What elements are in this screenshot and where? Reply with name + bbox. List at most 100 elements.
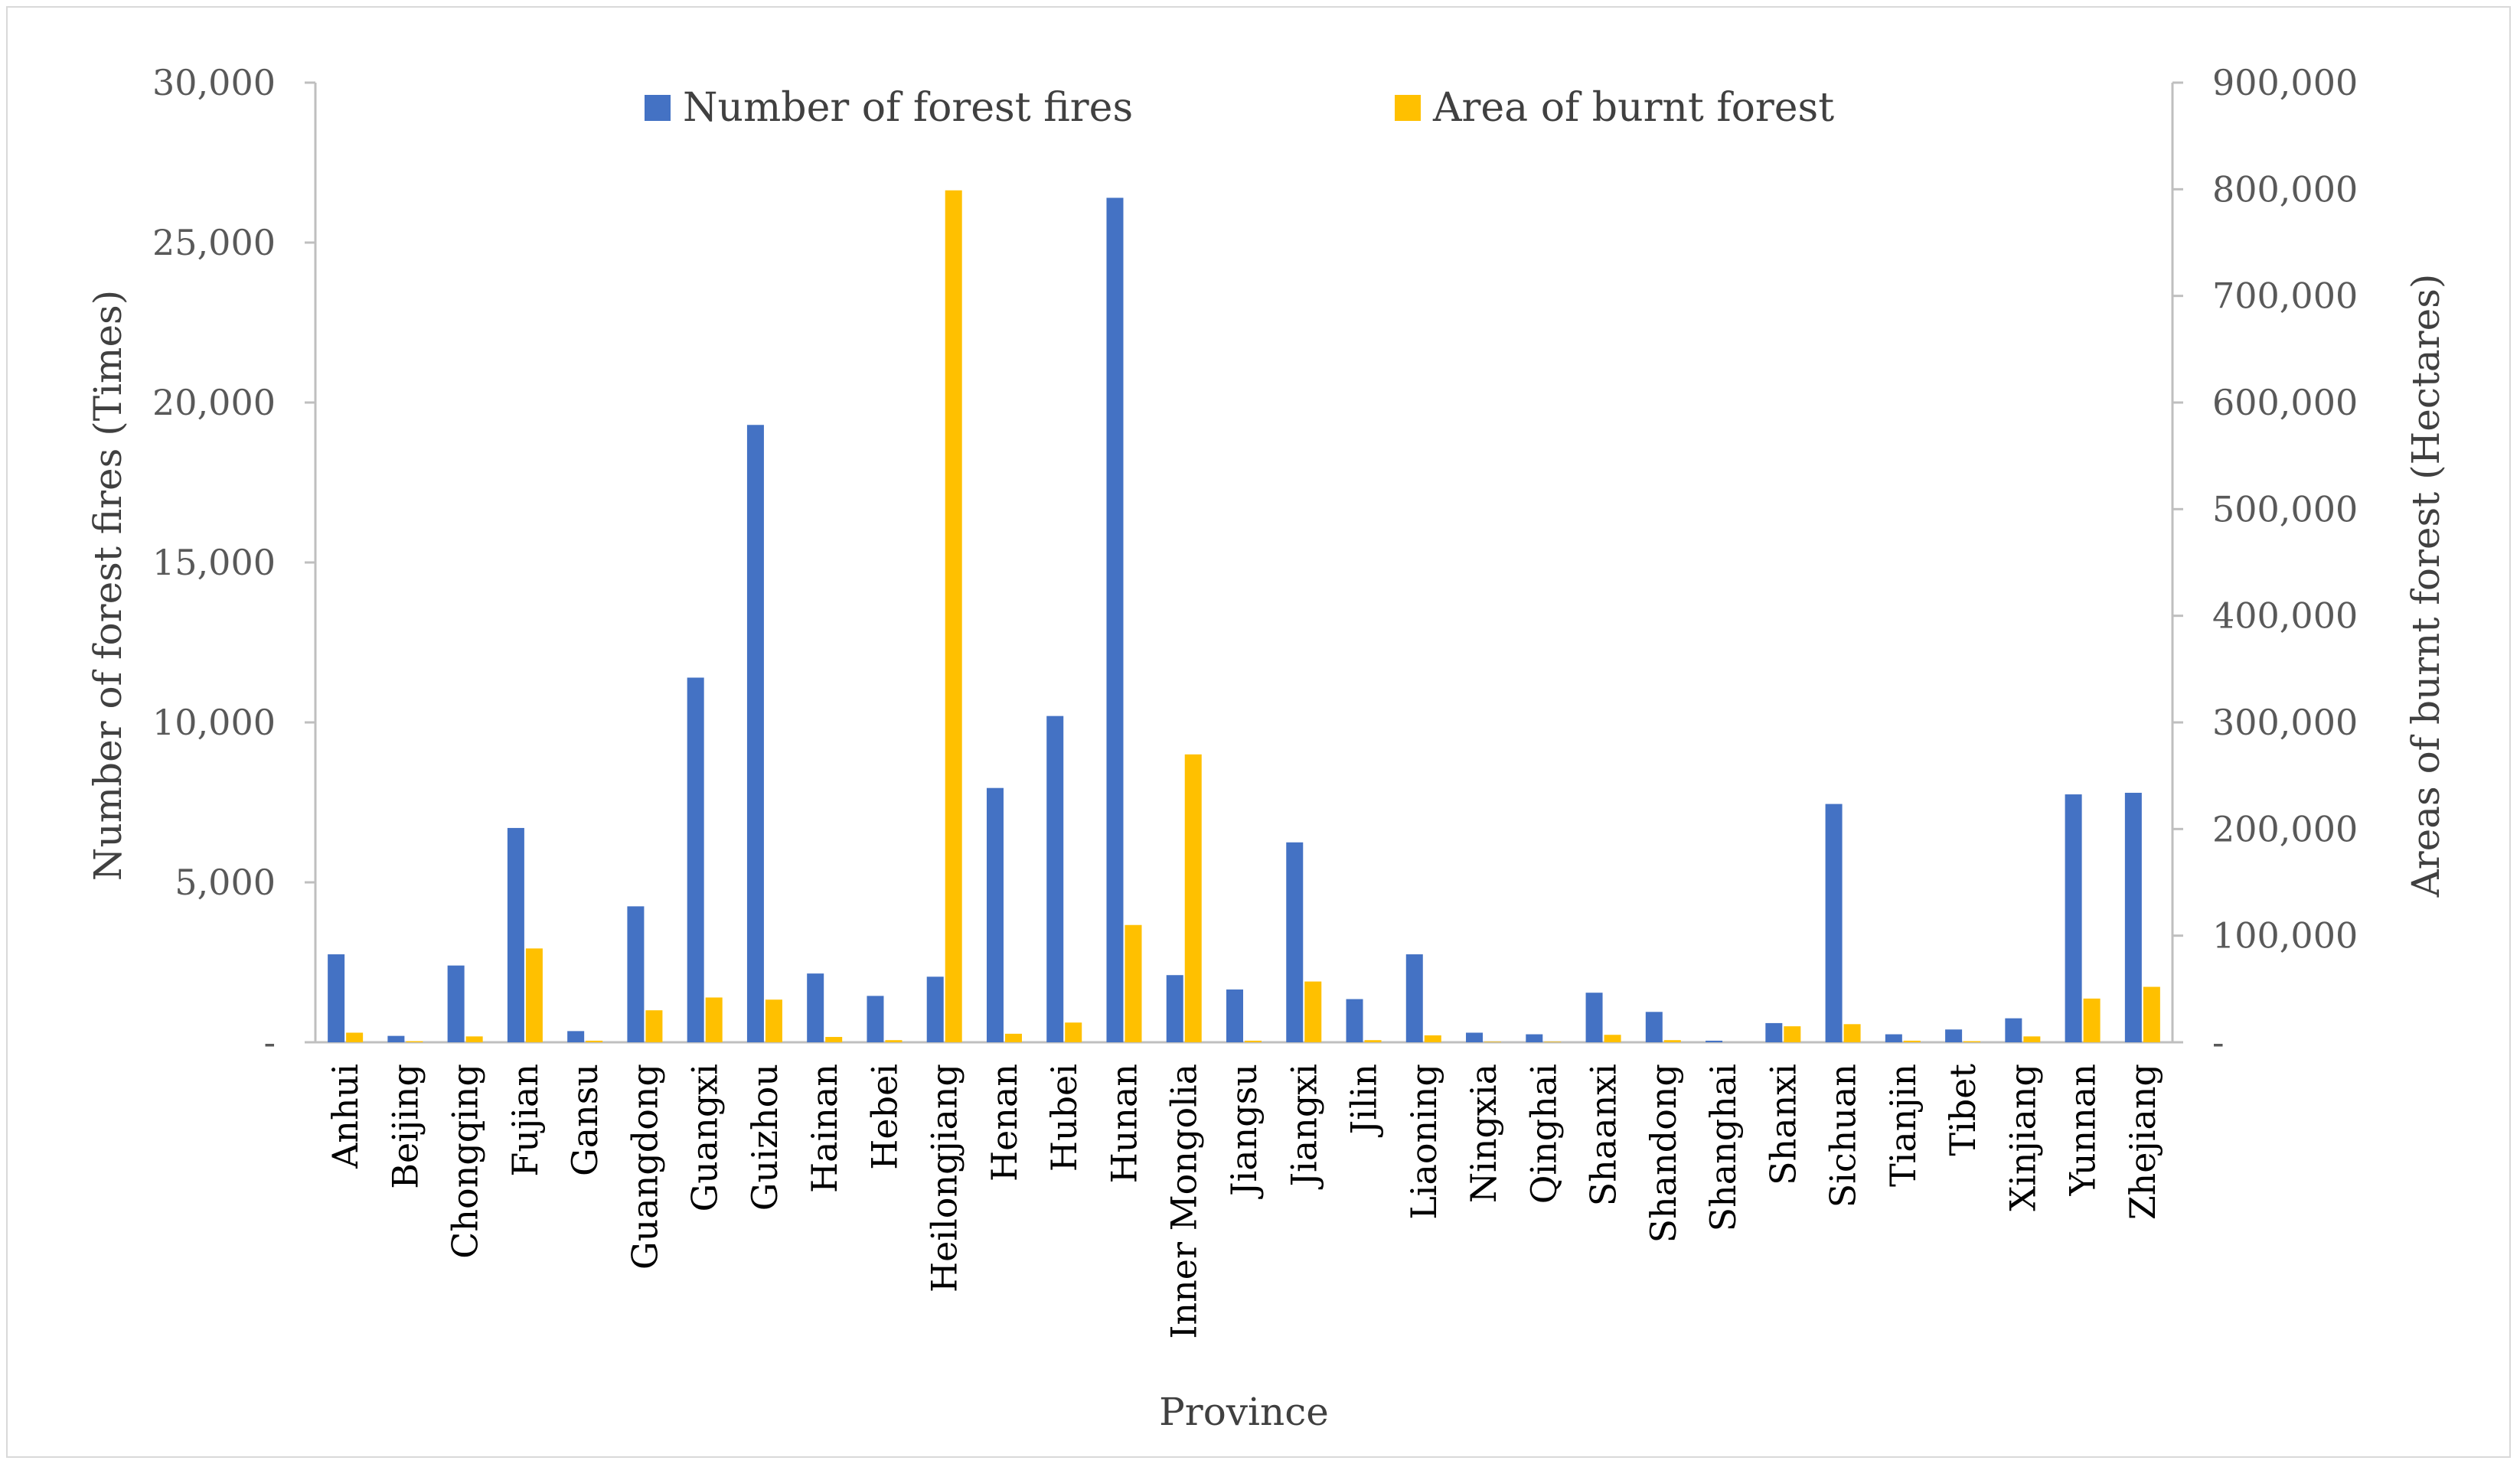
bar-number-of-fires xyxy=(1526,1034,1543,1042)
x-tick-label: Tianjin xyxy=(1882,1064,1924,1187)
bar-area-burnt xyxy=(1903,1040,1921,1042)
bar-area-burnt xyxy=(1604,1035,1621,1042)
right-y-tick-label: 400,000 xyxy=(2212,595,2358,637)
x-tick-label: Qinghai xyxy=(1523,1064,1564,1204)
bar-number-of-fires xyxy=(567,1031,585,1042)
bar-number-of-fires xyxy=(867,996,884,1042)
bar-number-of-fires xyxy=(807,973,824,1042)
right-y-tick-label: 100,000 xyxy=(2212,915,2358,957)
left-y-tick-label: 20,000 xyxy=(152,382,276,423)
x-tick-labels: Anhui Beijing Chongqing Fujian Gansu Guangdon… xyxy=(325,1064,2163,1339)
x-tick-label: Heilongjiang xyxy=(924,1064,965,1293)
bar-number-of-fires xyxy=(1945,1029,1963,1042)
x-tick-label: Gansu xyxy=(564,1064,606,1176)
bar-number-of-fires xyxy=(1166,975,1183,1042)
bar-number-of-fires xyxy=(2065,794,2082,1042)
bar-area-burnt xyxy=(945,190,962,1042)
left-y-tick-label: 15,000 xyxy=(152,542,276,583)
bar-area-burnt xyxy=(1784,1026,1801,1042)
bar-area-burnt xyxy=(2143,986,2160,1042)
x-tick-label: Liaoning xyxy=(1403,1064,1444,1220)
right-y-tick-labels: - 100,000 200,000 300,000 400,000 500,000 600,… xyxy=(2172,62,2358,1063)
right-y-tick-label: 600,000 xyxy=(2212,382,2358,423)
bar-number-of-fires xyxy=(1765,1022,1783,1042)
bar-area-burnt xyxy=(1125,924,1142,1042)
x-tick-label: Fujian xyxy=(504,1064,546,1177)
bar-number-of-fires xyxy=(1466,1032,1484,1042)
x-tick-label: Shanghai xyxy=(1702,1064,1744,1231)
left-y-tick-label: 25,000 xyxy=(152,222,276,263)
axes xyxy=(314,83,2174,1044)
right-y-tick-label: 500,000 xyxy=(2212,488,2358,530)
bar-number-of-fires xyxy=(1226,989,1243,1042)
left-y-tick-label: 30,000 xyxy=(152,62,276,103)
x-tick-label: Beijing xyxy=(384,1064,426,1189)
x-tick-label: Inner Mongolia xyxy=(1164,1064,1205,1339)
bar-number-of-fires xyxy=(1106,197,1124,1043)
bar-area-burnt xyxy=(1424,1035,1441,1042)
bar-number-of-fires xyxy=(986,787,1004,1042)
left-y-tick-label: 5,000 xyxy=(175,862,276,903)
bar-number-of-fires xyxy=(328,954,345,1042)
x-tick-label: Zhejiang xyxy=(2122,1064,2163,1220)
bar-area-burnt xyxy=(525,948,543,1042)
legend-swatch-area-burnt xyxy=(1395,95,1421,121)
bar-area-burnt xyxy=(885,1040,903,1042)
bar-area-burnt xyxy=(645,1010,663,1042)
bar-number-of-fires xyxy=(687,677,704,1042)
x-tick-label: Sichuan xyxy=(1823,1064,1864,1208)
x-tick-label: Hubei xyxy=(1043,1064,1085,1172)
bar-number-of-fires xyxy=(1046,716,1064,1042)
bar-number-of-fires xyxy=(627,906,645,1042)
bar-area-burnt xyxy=(346,1032,364,1042)
bar-number-of-fires xyxy=(926,976,944,1042)
bar-area-burnt xyxy=(465,1036,483,1042)
legend: Number of forest fires Area of burnt for… xyxy=(645,85,1834,131)
left-y-axis-title: Number of forest fires (Times) xyxy=(86,290,130,881)
x-tick-label: Jiangsu xyxy=(1223,1064,1265,1199)
right-y-tick-label: 800,000 xyxy=(2212,168,2358,210)
left-y-tick-labels: - 5,000 10,000 15,000 20,000 25,000 30,000 xyxy=(152,62,315,1063)
bar-area-burnt xyxy=(705,997,723,1042)
x-tick-label: Guangxi xyxy=(684,1064,726,1212)
x-tick-label: Anhui xyxy=(325,1064,366,1169)
x-tick-label: Hunan xyxy=(1103,1064,1144,1183)
bar-number-of-fires xyxy=(1706,1040,1723,1042)
bar-number-of-fires xyxy=(507,827,524,1042)
bar-number-of-fires xyxy=(1885,1034,1902,1042)
bar-number-of-fires xyxy=(447,965,465,1042)
bar-number-of-fires xyxy=(1405,954,1423,1042)
right-y-tick-label: - xyxy=(2212,1022,2225,1063)
bar-number-of-fires xyxy=(1286,842,1304,1042)
x-tick-label: Ningxia xyxy=(1463,1064,1504,1203)
legend-swatch-number-of-fires xyxy=(645,95,671,121)
x-tick-label: Xinjiang xyxy=(2002,1064,2043,1211)
x-tick-label: Hainan xyxy=(804,1064,845,1193)
bar-area-burnt xyxy=(2083,998,2101,1042)
x-tick-label: Shandong xyxy=(1643,1064,1684,1243)
x-tick-label: Shaanxi xyxy=(1583,1064,1624,1206)
bar-area-burnt xyxy=(1364,1040,1382,1042)
bar-area-burnt xyxy=(2023,1036,2041,1042)
legend-label-number-of-fires: Number of forest fires xyxy=(683,85,1133,131)
x-tick-label: Hebei xyxy=(863,1064,905,1170)
x-tick-label: Guangdong xyxy=(624,1064,665,1270)
bar-number-of-fires xyxy=(746,425,764,1042)
x-tick-label: Chongqing xyxy=(445,1064,486,1259)
right-y-tick-label: 700,000 xyxy=(2212,275,2358,317)
left-y-tick-label: - xyxy=(263,1022,276,1063)
bar-area-burnt xyxy=(1004,1033,1022,1042)
bar-area-burnt xyxy=(1843,1024,1861,1042)
bar-number-of-fires xyxy=(1346,999,1363,1042)
bar-number-of-fires xyxy=(1825,804,1843,1042)
bar-number-of-fires xyxy=(2124,792,2142,1042)
bar-number-of-fires xyxy=(387,1035,405,1042)
x-tick-label: Shanxi xyxy=(1762,1064,1803,1185)
x-tick-label: Tibet xyxy=(1942,1064,1983,1156)
x-tick-label: Guizhou xyxy=(744,1064,785,1211)
bar-number-of-fires xyxy=(1645,1012,1663,1042)
bar-area-burnt xyxy=(1184,754,1202,1042)
bar-number-of-fires xyxy=(2005,1018,2022,1042)
bar-area-burnt xyxy=(825,1037,843,1042)
